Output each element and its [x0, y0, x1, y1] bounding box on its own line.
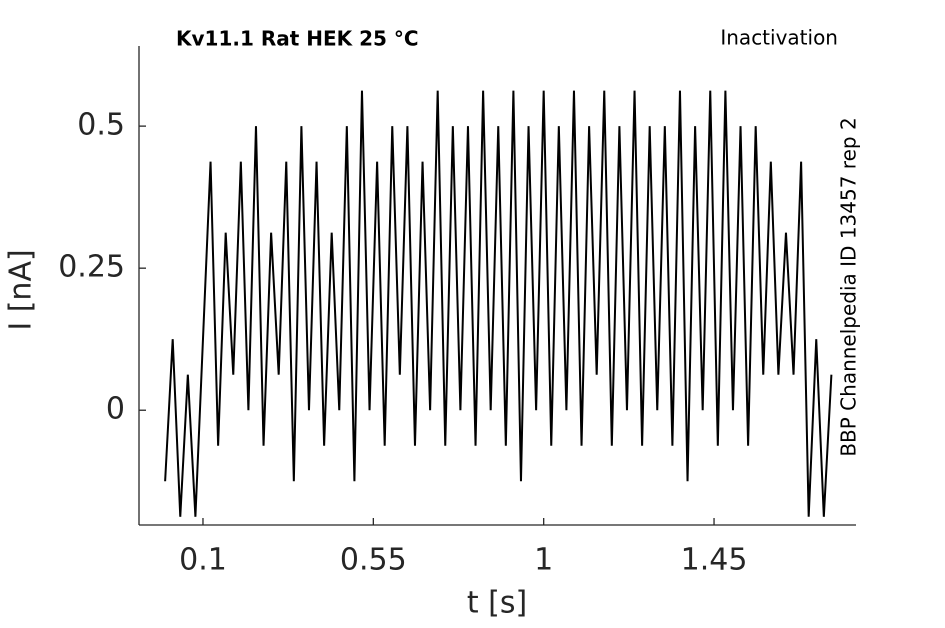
y-tick-label: 0 [106, 392, 125, 427]
x-tick-label: 0.55 [340, 543, 407, 578]
y-tick-label: 0.25 [58, 250, 125, 285]
x-axis-label: t [s] [467, 586, 527, 621]
x-tick-label: 0.1 [179, 543, 227, 578]
trace-line [164, 90, 833, 517]
y-axis-label: I [nA] [4, 249, 39, 330]
annotation: BBP Channelpedia ID 13457 rep 2 [837, 117, 861, 456]
y-tick-label: 0.5 [77, 108, 125, 143]
chart-title: Kv11.1 Rat HEK 25 °C [176, 27, 419, 51]
subtitle: Inactivation [720, 26, 838, 50]
x-tick-label: 1 [534, 543, 553, 578]
x-tick-label: 1.45 [681, 543, 748, 578]
